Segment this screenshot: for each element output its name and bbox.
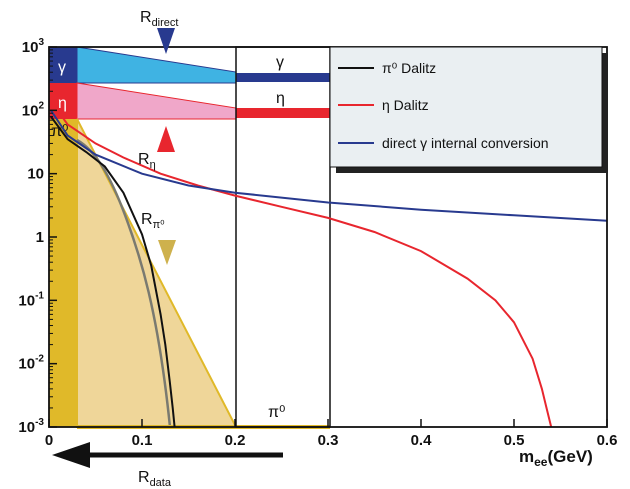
r-data-arrowhead [52, 442, 90, 468]
eta-bar [236, 108, 330, 118]
y-tick-label: 102 [22, 100, 45, 119]
gamma-box-label: γ [58, 59, 66, 76]
r-direct-marker [157, 28, 175, 54]
gamma-band-block [49, 47, 77, 83]
x-axis-ticks: 0 0.1 0.2 0.3 0.4 0.5 0.6 [45, 419, 618, 449]
r-eta-marker [157, 126, 175, 152]
y-tick-label: 10-1 [18, 290, 44, 309]
x-tick-label: 0.1 [132, 432, 153, 449]
eta-shade [76, 82, 237, 120]
x-tick-label: 0.6 [597, 432, 618, 449]
series-line-0 [50, 115, 176, 428]
r-data-label: Rdata [138, 469, 172, 489]
y-tick-label: 103 [22, 37, 45, 56]
gamma-window-label: γ [276, 54, 284, 71]
y-tick-label: 10-3 [18, 417, 44, 436]
eta-window-label: η [276, 90, 285, 107]
gamma-bar [236, 73, 330, 82]
r-pi0-label: Rπ⁰ [141, 211, 165, 231]
y-tick-label: 10-2 [18, 354, 44, 373]
x-tick-label: 0.2 [225, 432, 246, 449]
series-layer [50, 100, 608, 428]
legend-label-pi0: π⁰ Dalitz [382, 60, 436, 76]
x-axis-label: mee(GeV) [519, 447, 593, 469]
y-tick-label: 1 [36, 229, 44, 246]
x-tick-label: 0 [45, 432, 53, 449]
r-pi0-marker [158, 240, 176, 265]
legend: π⁰ Dalitz η Dalitz direct γ internal con… [329, 46, 608, 173]
x-tick-label: 0.5 [504, 432, 525, 449]
gamma-shade [76, 46, 237, 84]
eta-box-label: η [58, 95, 67, 112]
series-line-2 [50, 109, 608, 222]
series-line-1 [50, 100, 553, 428]
legend-label-eta: η Dalitz [382, 97, 429, 113]
legend-label-direct: direct γ internal conversion [382, 135, 549, 151]
y-tick-label: 10 [27, 166, 44, 183]
x-tick-label: 0.4 [411, 432, 433, 449]
legend-box [329, 46, 603, 168]
x-tick-label: 0.3 [318, 432, 339, 449]
pi0-grey-curve [76, 138, 172, 428]
pi0-band-block [49, 119, 77, 427]
r-eta-label: Rη [138, 151, 156, 171]
pi0-axis-label: π⁰ [268, 404, 285, 421]
r-direct-label: Rdirect [140, 9, 178, 29]
